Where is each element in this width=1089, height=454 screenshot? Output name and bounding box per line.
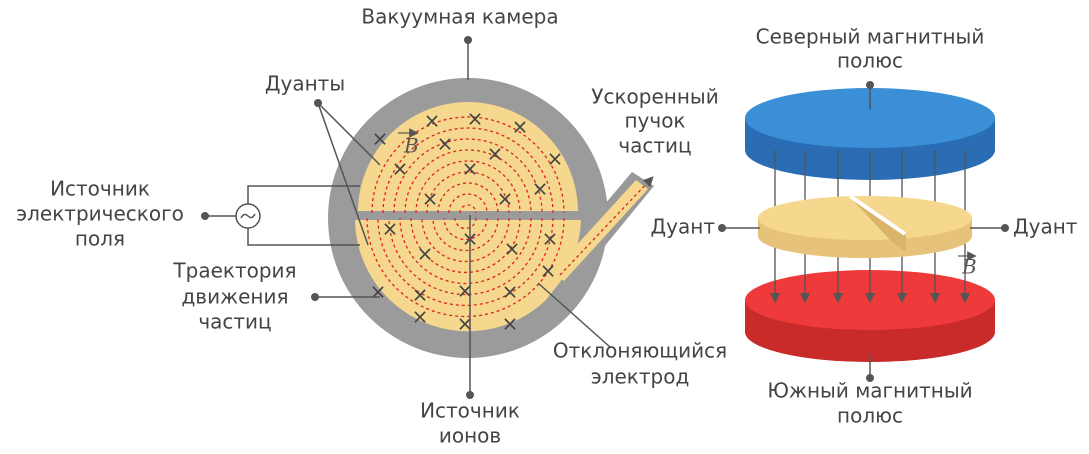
field-cross: × xyxy=(547,147,564,171)
label: Северный магнитный xyxy=(756,25,985,49)
field-cross: × xyxy=(437,132,454,156)
orbit xyxy=(382,127,554,214)
orbit xyxy=(426,171,510,214)
label: электрод xyxy=(591,365,690,389)
label: электрического xyxy=(16,202,184,226)
field-cross: × xyxy=(424,109,441,133)
field-cross: × xyxy=(382,217,399,241)
orbit xyxy=(415,160,521,214)
field-symbol: B xyxy=(961,255,977,279)
orbit xyxy=(410,217,521,274)
field-cross: × xyxy=(422,187,439,211)
magnet-side-view: B xyxy=(718,81,1009,382)
label: Траектория xyxy=(172,259,296,283)
orbit xyxy=(371,116,565,214)
label: Дуанты xyxy=(265,72,345,96)
orbit xyxy=(421,217,510,263)
field-cross: × xyxy=(412,305,429,329)
label: частиц xyxy=(618,134,691,158)
leaders xyxy=(201,36,611,399)
cyclotron-top-view: ×× × ×××××× ×××× × ×× × × ××× × ×× × B xyxy=(328,78,654,358)
field-cross: × xyxy=(502,312,519,336)
orbit xyxy=(399,217,532,285)
label: полюс xyxy=(837,49,903,73)
orbit xyxy=(437,182,499,214)
label: полюс xyxy=(837,404,903,428)
label: Южный магнитный xyxy=(767,379,972,403)
field-cross: × xyxy=(542,227,559,251)
field-cross: × xyxy=(502,280,519,304)
field-cross: × xyxy=(504,237,521,261)
label: Вакуумная камера xyxy=(361,5,558,29)
deflector-channel xyxy=(552,180,648,281)
field-cross: × xyxy=(372,127,389,151)
field-cross: × xyxy=(532,177,549,201)
field-cross: × xyxy=(412,283,429,307)
orbit xyxy=(388,217,543,296)
field-cross: × xyxy=(512,115,529,139)
label: поля xyxy=(75,227,125,251)
label: ионов xyxy=(439,424,501,448)
field-cross: × xyxy=(467,107,484,131)
field-cross: × xyxy=(457,279,474,303)
orbit xyxy=(448,193,488,214)
label: пучок xyxy=(624,109,685,133)
orbit xyxy=(432,217,499,252)
label: Отклоняющийся xyxy=(553,339,727,363)
field-cross: × xyxy=(392,157,409,181)
orbit xyxy=(459,204,477,214)
field-symbol: B xyxy=(403,134,419,158)
field-cross: × xyxy=(487,142,504,166)
field-cross: × xyxy=(497,187,514,211)
label: Ускоренный xyxy=(591,85,718,109)
field-cross: × xyxy=(540,259,557,283)
label: движения xyxy=(181,285,288,309)
orbit xyxy=(443,217,488,241)
label: Источник xyxy=(420,399,520,423)
label: Дуант xyxy=(651,215,716,239)
field-cross: × xyxy=(370,280,387,304)
trajectory: ×× × ×××××× ×××× × ×× × × ××× × ×× × xyxy=(366,107,565,336)
label: Дуант xyxy=(1013,215,1078,239)
field-cross: × xyxy=(462,157,479,181)
beam-path xyxy=(559,176,654,276)
label: Источник xyxy=(50,177,150,201)
label: частиц xyxy=(198,310,271,334)
field-cross: × xyxy=(417,242,434,266)
orbit xyxy=(393,138,543,214)
field-cross: × xyxy=(457,312,474,336)
orbit xyxy=(404,149,532,214)
